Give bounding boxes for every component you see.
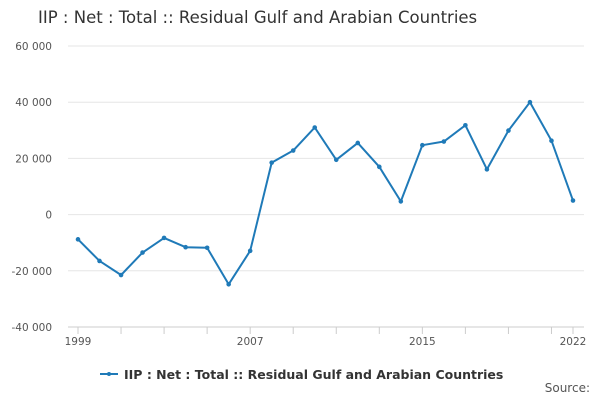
data-point [312,125,318,130]
chart-title: IIP : Net : Total :: Residual Gulf and A… [38,8,478,27]
y-tick-label: -20 000 [11,266,52,278]
data-point [463,122,468,128]
data-point [355,140,361,146]
data-point [570,198,576,203]
data-point [118,272,124,278]
data-point [183,244,188,250]
y-tick-label: -40 000 [11,322,52,334]
data-point [333,157,339,163]
data-point [140,250,145,255]
x-tick-label: 2015 [409,336,436,348]
data-point [549,138,554,143]
data-point [420,142,425,148]
data-point [226,281,231,287]
data-point [204,245,210,251]
data-point [161,235,167,241]
y-tick-label: 0 [45,210,52,222]
legend-swatch-icon [100,368,118,380]
data-point [377,164,382,170]
x-tick-label: 2022 [560,336,587,348]
data-point [484,167,490,172]
x-tick-label: 2007 [237,336,264,348]
x-axis [68,326,584,334]
legend-label: IIP : Net : Total :: Residual Gulf and A… [124,366,504,382]
legend[interactable]: IIP : Net : Total :: Residual Gulf and A… [100,364,503,384]
data-point [247,248,253,254]
series-layer [75,99,576,287]
data-point [527,99,533,105]
data-point [398,199,404,204]
grid-lines [68,45,584,272]
data-point [506,128,511,133]
y-tick-label: 40 000 [15,97,52,109]
data-point [269,160,274,165]
y-axis-tick-labels: 60 000 40 000 20 000 0 -20 000 -40 000 [11,41,52,334]
y-tick-label: 60 000 [15,41,52,53]
data-point [97,258,102,264]
y-tick-label: 20 000 [15,153,52,165]
x-axis-tick-labels: 1999 2007 2015 2022 [65,336,587,348]
data-point [441,139,447,144]
source-label: Source: [544,381,590,395]
data-point [290,148,296,153]
data-point [75,237,81,242]
series-line [77,101,574,286]
x-tick-label: 1999 [65,336,92,348]
